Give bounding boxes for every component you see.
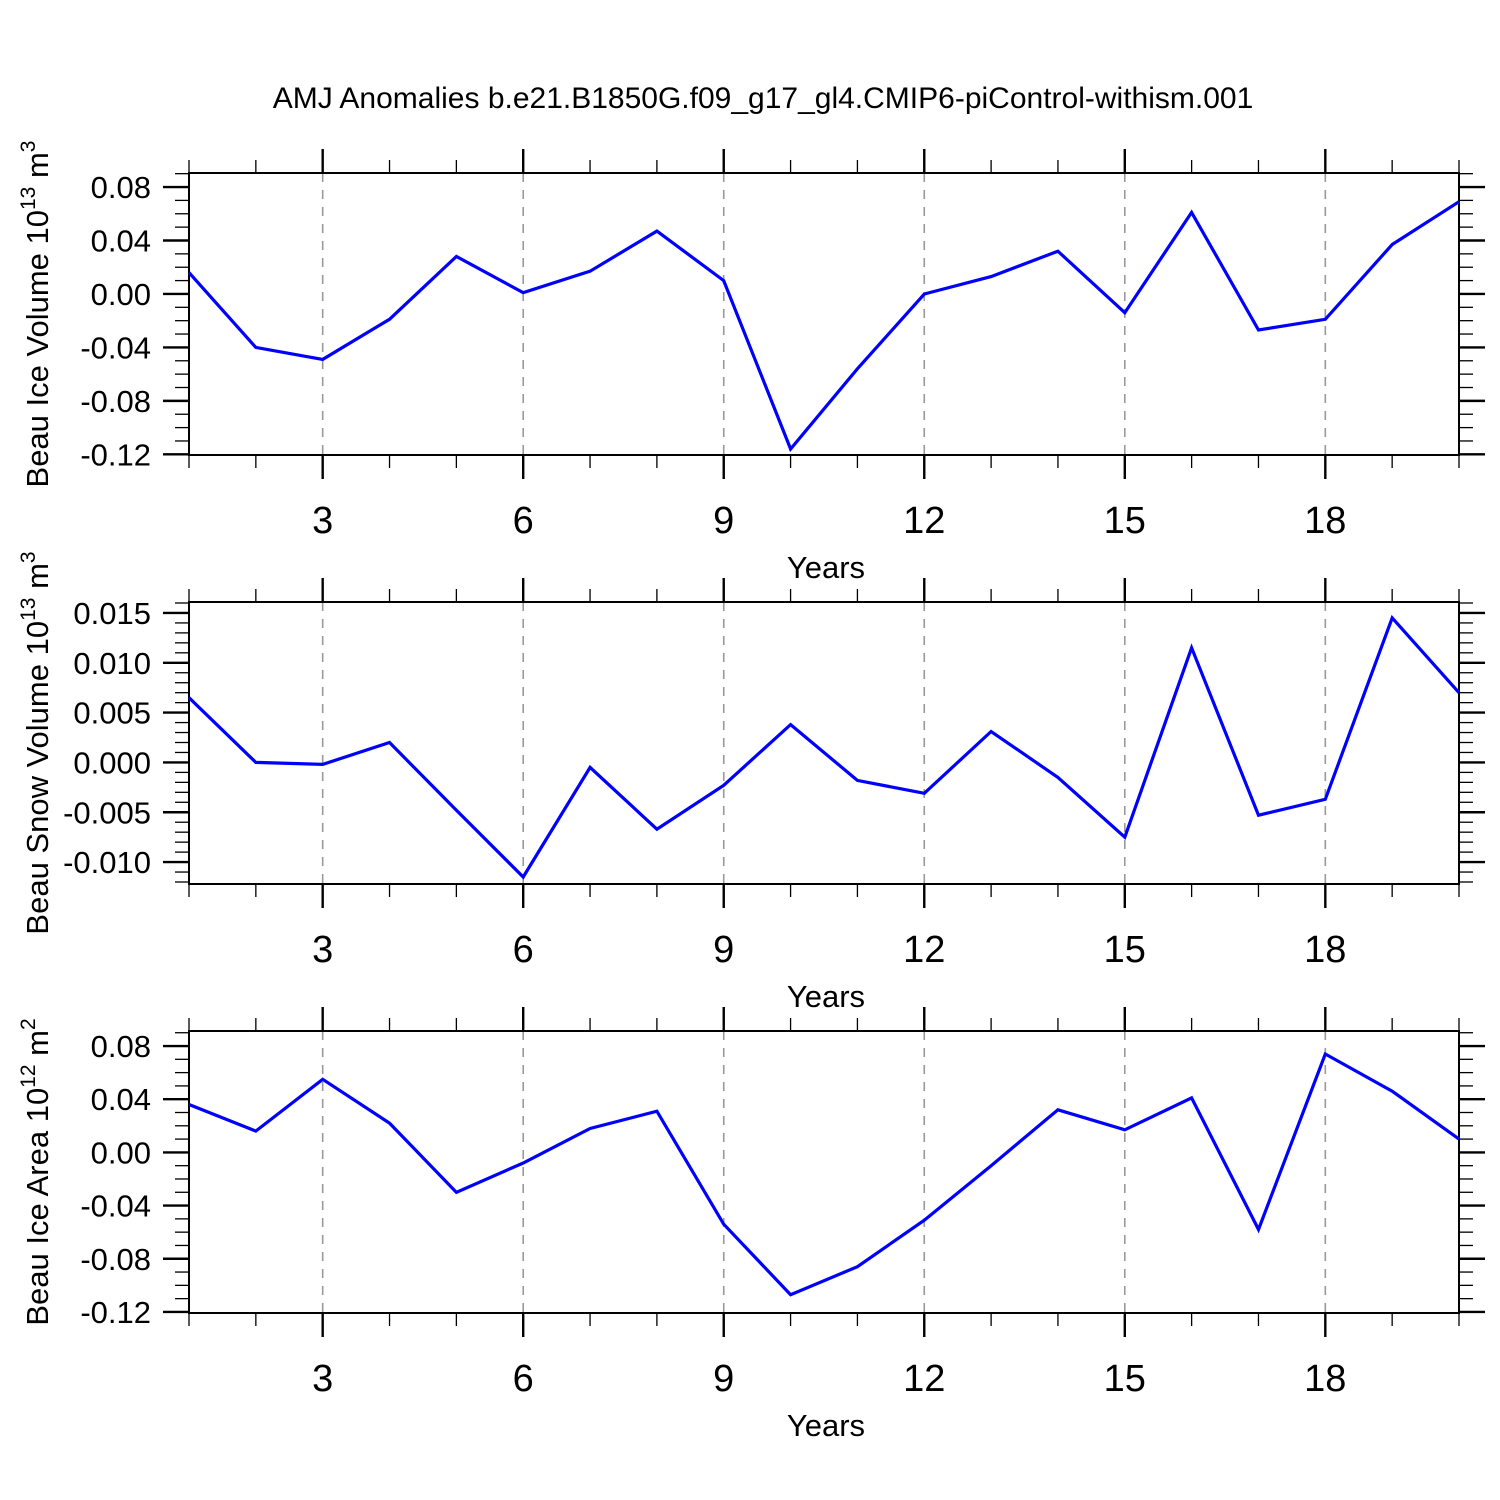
y-tick-label: 0.04 <box>91 1082 151 1117</box>
y-tick-label: 0.04 <box>91 223 151 258</box>
axis-frame <box>188 601 1460 885</box>
x-axis-title: Years <box>787 1408 865 1443</box>
y-tick-label: 0.000 <box>73 745 151 780</box>
x-tick-label: 12 <box>903 929 945 971</box>
y-tick-label: -0.08 <box>80 384 151 419</box>
axis-frame <box>188 1030 1460 1314</box>
x-tick-label: 3 <box>312 500 333 542</box>
x-axis-title: Years <box>787 550 865 585</box>
y-tick-label: 0.00 <box>91 277 151 312</box>
data-line <box>188 1051 1460 1297</box>
y-tick-label: 0.00 <box>91 1135 151 1170</box>
x-tick-label: 6 <box>513 929 534 971</box>
y-tick-label: -0.005 <box>63 795 151 830</box>
y-tick-label: 0.08 <box>91 1029 151 1064</box>
y-tick-label: 0.015 <box>73 596 151 631</box>
chart-title: AMJ Anomalies b.e21.B1850G.f09_g17_gl4.C… <box>272 82 1254 115</box>
x-tick-label: 3 <box>312 1358 333 1400</box>
y-tick-label: -0.12 <box>80 437 151 472</box>
x-tick-label: 18 <box>1304 1358 1346 1400</box>
y-tick-label: 0.010 <box>73 646 151 681</box>
y-axis-title: Beau Ice Area 1012 m2 <box>17 1018 55 1325</box>
x-tick-label: 12 <box>903 500 945 542</box>
y-tick-label: -0.12 <box>80 1295 151 1330</box>
x-tick-label: 6 <box>513 1358 534 1400</box>
x-tick-label: 15 <box>1104 929 1146 971</box>
data-line <box>187 200 1460 453</box>
data-line <box>187 614 1461 880</box>
y-tick-label: -0.04 <box>80 330 151 365</box>
x-tick-label: 9 <box>713 1358 734 1400</box>
x-tick-label: 18 <box>1304 500 1346 542</box>
axis-frame <box>188 172 1460 456</box>
x-tick-label: 15 <box>1104 1358 1146 1400</box>
x-tick-label: 12 <box>903 1358 945 1400</box>
x-tick-label: 9 <box>713 500 734 542</box>
y-tick-label: -0.04 <box>80 1189 151 1224</box>
y-axis-title: Beau Snow Volume 1013 m3 <box>17 551 55 934</box>
x-tick-label: 6 <box>513 500 534 542</box>
y-axis-title: Beau Ice Volume 1013 m3 <box>17 141 55 488</box>
x-axis-title: Years <box>787 979 865 1014</box>
y-tick-label: 0.08 <box>91 170 151 205</box>
y-tick-label: -0.08 <box>80 1242 151 1277</box>
y-tick-label: 0.005 <box>73 696 151 731</box>
x-tick-label: 18 <box>1304 929 1346 971</box>
x-tick-label: 3 <box>312 929 333 971</box>
x-tick-label: 15 <box>1104 500 1146 542</box>
y-tick-label: -0.010 <box>63 845 151 880</box>
x-tick-label: 9 <box>713 929 734 971</box>
